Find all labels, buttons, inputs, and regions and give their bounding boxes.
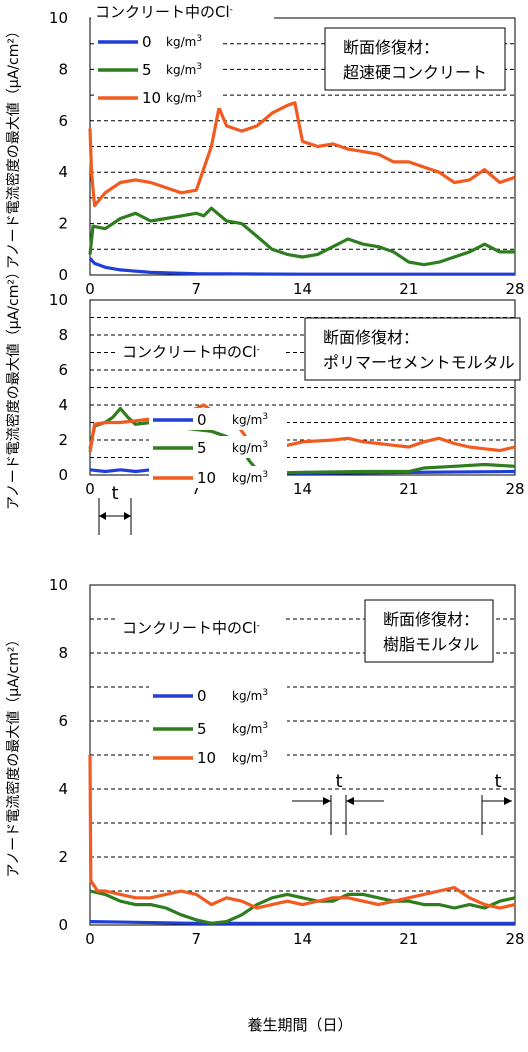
legend-label: 0 [197, 411, 207, 429]
legend-unit: kg/m3 [232, 721, 268, 736]
y-tick-label: 10 [49, 9, 68, 27]
annotation-arrowhead [323, 797, 331, 805]
legend-entry-bg [149, 717, 287, 739]
x-tick-label: 21 [399, 280, 418, 298]
annotation-t: t [494, 771, 501, 792]
y-tick-label: 0 [58, 916, 68, 934]
legend-label: 5 [142, 61, 152, 79]
material-box [304, 317, 521, 381]
legend-unit: kg/m3 [232, 440, 268, 455]
annotation-arrowhead [346, 797, 354, 805]
legend-entry-bg [149, 408, 287, 430]
x-tick-label: 28 [505, 480, 524, 498]
y-tick-label: 8 [58, 326, 68, 344]
legend-title-bg [91, 1, 274, 23]
legend-title-bg [118, 341, 283, 363]
material-box-line1: 断面修復材： [383, 610, 479, 629]
y-axis-label: アノード電流密度の最大値（μA/cm²） [5, 24, 22, 269]
legend-label: 10 [142, 89, 161, 107]
y-tick-label: 2 [58, 215, 68, 233]
legend-title: コンクリート中のCl- [122, 343, 260, 361]
legend-title: コンクリート中のCl- [95, 3, 233, 21]
series-line-10 [88, 101, 516, 208]
legend-entry-bg [149, 746, 287, 768]
legend-unit: kg/m3 [232, 688, 268, 703]
legend-unit: kg/m3 [232, 470, 268, 485]
material-box-line2: ポリマーセメントモルタル [323, 353, 515, 372]
y-tick-label: 0 [58, 266, 68, 284]
series-line-0 [88, 257, 515, 276]
legend-entry-bg [149, 466, 287, 488]
x-tick-label: 7 [191, 480, 201, 498]
annotation-arrowhead [124, 512, 131, 520]
legend-label: 5 [197, 439, 207, 457]
material-box [324, 27, 506, 91]
x-tick-label: 14 [293, 930, 312, 948]
y-tick-label: 4 [58, 780, 68, 798]
x-tick-label: 7 [191, 930, 201, 948]
series-line-0 [89, 920, 515, 925]
legend-title-bg [118, 617, 283, 639]
y-axis-label: アノード電流密度の最大値（μA/cm²） [5, 265, 22, 510]
y-axis-label: アノード電流密度の最大値（μA/cm²） [5, 633, 22, 878]
legend-entry-bg [94, 58, 221, 80]
y-tick-label: 6 [58, 112, 68, 130]
x-tick-label: 21 [399, 480, 418, 498]
y-tick-label: 4 [58, 396, 68, 414]
chart-panel-2: 0 2 4 6 8 10 0 7 14 21 28 アノード電流密度の最大値（μA/cm²） コンクリー… [5, 265, 525, 535]
legend-title: コンクリート中のCl- [122, 619, 260, 637]
y-tick-label: 10 [49, 291, 68, 309]
y-tick-label: 2 [58, 431, 68, 449]
annotation-arrowhead [99, 512, 106, 520]
x-tick-label: 14 [293, 480, 312, 498]
series-line-5 [88, 406, 516, 475]
material-box-line2: 超速硬コンクリート [343, 63, 487, 82]
x-tick-label: 28 [505, 930, 524, 948]
legend-unit: kg/m3 [166, 90, 202, 105]
x-axis-label: 養生期間（日） [247, 1016, 352, 1034]
x-tick-label: 28 [505, 280, 524, 298]
x-tick-label: 0 [85, 480, 95, 498]
material-box-line1: 断面修復材： [323, 328, 419, 347]
legend-entry-bg [94, 86, 221, 108]
plot-frame [89, 299, 516, 476]
legend-label: 0 [197, 687, 207, 705]
series-line-5 [88, 206, 515, 267]
y-tick-label: 10 [49, 576, 68, 594]
series-line-5 [89, 889, 516, 925]
x-tick-label: 0 [85, 280, 95, 298]
annotation-t: t [335, 771, 342, 792]
material-box [364, 599, 494, 663]
legend-label: 5 [197, 720, 207, 738]
legend-entry-bg [149, 436, 287, 458]
legend-entry-bg [94, 30, 221, 52]
legend-label: 10 [197, 469, 216, 487]
material-box-line1: 断面修復材： [343, 38, 439, 57]
y-tick-label: 8 [58, 60, 68, 78]
legend-unit: kg/m3 [232, 412, 268, 427]
y-tick-label: 6 [58, 361, 68, 379]
legend-entry-bg [149, 684, 287, 706]
annotation-arrowhead [504, 797, 512, 805]
legend-label: 0 [142, 33, 152, 51]
y-tick-label: 0 [58, 466, 68, 484]
y-tick-label: 8 [58, 644, 68, 662]
x-tick-label: 21 [399, 930, 418, 948]
series-line-10 [88, 754, 516, 910]
legend-unit: kg/m3 [166, 62, 202, 77]
y-tick-label: 6 [58, 712, 68, 730]
annotation-t: t [111, 483, 118, 504]
x-tick-label: 7 [191, 280, 201, 298]
material-box-line2: 樹脂モルタル [383, 635, 479, 654]
y-tick-label: 2 [58, 848, 68, 866]
chart-panel-3: 0 2 4 6 8 10 0 7 14 21 28 アノード電流密度の最大値（μA/cm²） コンクリー… [5, 576, 525, 948]
legend-unit: kg/m3 [232, 750, 268, 765]
x-tick-label: 14 [293, 280, 312, 298]
legend-unit: kg/m3 [166, 34, 202, 49]
y-tick-label: 4 [58, 163, 68, 181]
chart-panel-1: 0 2 4 6 8 10 0 7 14 21 28 アノード電流密度の最大値（μA/cm²） コンクリー… [5, 1, 525, 298]
x-tick-label: 0 [85, 930, 95, 948]
legend-label: 10 [197, 749, 216, 767]
